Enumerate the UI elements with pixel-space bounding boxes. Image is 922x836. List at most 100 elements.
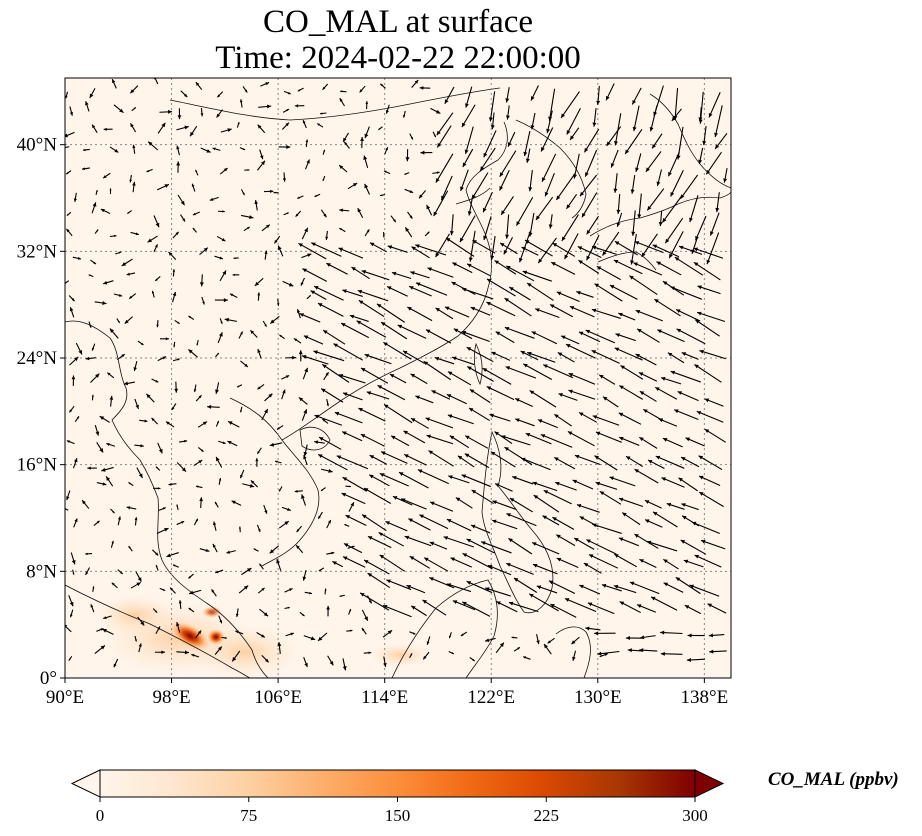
wind-arrow — [361, 514, 387, 532]
wind-arrow — [390, 215, 397, 223]
wind-arrow — [410, 417, 429, 429]
wind-arrow — [501, 435, 531, 446]
wind-arrow — [91, 343, 96, 351]
wind-arrow — [193, 518, 199, 526]
wind-arrow — [639, 558, 657, 569]
wind-arrow — [215, 352, 220, 358]
wind-arrow — [426, 434, 454, 445]
wind-arrow — [277, 245, 284, 257]
wind-arrow — [425, 417, 454, 429]
wind-arrow — [683, 559, 704, 568]
wind-arrow — [627, 648, 643, 653]
wind-arrow — [106, 372, 115, 379]
wind-arrow — [155, 564, 159, 571]
wind-arrow — [572, 650, 577, 661]
wind-arrow — [174, 319, 180, 325]
wind-arrow — [99, 415, 110, 423]
wind-arrow — [467, 196, 474, 216]
colorbar-body — [100, 770, 695, 797]
wind-arrow — [384, 147, 389, 155]
wind-arrow — [491, 519, 518, 530]
wind-arrow — [311, 242, 342, 257]
wind-arrow — [179, 439, 188, 443]
wind-arrow — [192, 211, 201, 216]
wind-arrow — [299, 611, 305, 617]
wind-arrow — [317, 302, 344, 317]
colorbar-label: CO_MAL (ppbv) — [768, 769, 899, 790]
wind-arrow — [338, 247, 364, 259]
wind-arrow — [466, 538, 495, 554]
wind-arrow — [408, 285, 432, 297]
wind-arrow — [606, 126, 622, 147]
wind-arrow — [552, 242, 576, 257]
wind-arrow — [326, 399, 329, 407]
wind-arrow — [166, 552, 179, 558]
lon-tick-label: 138°E — [681, 687, 729, 708]
wind-arrow — [556, 557, 579, 568]
wind-arrow — [332, 560, 344, 568]
wind-arrow — [564, 597, 597, 612]
wind-arrow — [279, 334, 285, 340]
wind-arrow — [460, 631, 468, 637]
wind-arrow — [469, 657, 476, 662]
wind-arrow — [400, 498, 427, 510]
wind-arrow — [660, 651, 683, 656]
wind-arrow — [635, 309, 663, 322]
wind-arrow — [714, 105, 723, 138]
wind-arrow — [594, 283, 623, 302]
wind-arrow — [157, 122, 166, 134]
wind-arrow — [159, 587, 166, 592]
wind-arrow — [392, 495, 413, 506]
wind-arrow — [302, 570, 307, 581]
wind-arrow — [621, 512, 641, 526]
wind-arrow — [411, 79, 419, 88]
wind-arrow — [568, 372, 596, 385]
wind-arrow — [109, 395, 114, 407]
wind-arrow — [189, 125, 198, 137]
wind-arrow — [255, 458, 259, 467]
wind-arrow — [469, 388, 491, 404]
wind-arrow — [531, 541, 560, 555]
wind-arrow — [358, 299, 385, 318]
wind-arrow — [389, 373, 407, 384]
wind-arrow — [156, 320, 159, 328]
wind-arrow — [327, 655, 334, 666]
wind-arrow — [387, 245, 408, 253]
colorbar-tick-label: 0 — [96, 806, 105, 825]
wind-arrow — [547, 637, 555, 644]
wind-arrow — [470, 524, 491, 534]
wind-arrow — [137, 340, 144, 346]
wind-arrow — [295, 210, 302, 218]
wind-arrow — [85, 552, 93, 556]
wind-arrow — [639, 635, 656, 640]
wind-arrow — [66, 228, 73, 237]
wind-arrow — [85, 356, 96, 361]
wind-arrow — [168, 251, 177, 261]
wind-arrow — [546, 110, 553, 134]
wind-arrow — [363, 651, 372, 655]
wind-arrow — [218, 440, 226, 444]
wind-arrow — [358, 407, 386, 422]
wind-arrow — [529, 390, 557, 408]
wind-arrow — [471, 489, 494, 505]
wind-arrow — [129, 85, 139, 94]
wind-arrow — [174, 381, 179, 393]
wind-arrow — [407, 306, 433, 322]
wind-arrow — [489, 413, 511, 422]
wind-arrow — [678, 245, 703, 255]
wind-arrow — [504, 297, 532, 317]
wind-arrow — [572, 479, 594, 490]
wind-arrow — [408, 518, 431, 531]
wind-arrow — [487, 564, 512, 576]
wind-arrow — [260, 82, 270, 87]
wind-arrow — [576, 504, 600, 513]
wind-arrow — [655, 455, 685, 469]
coastlines — [65, 87, 731, 678]
wind-arrow — [462, 552, 493, 570]
wind-arrow — [351, 266, 370, 280]
wind-arrow — [191, 653, 200, 658]
colorbar-tick-label: 225 — [534, 806, 560, 825]
wind-arrow — [670, 286, 703, 300]
wind-arrow — [486, 386, 515, 401]
wind-arrow — [446, 393, 467, 405]
